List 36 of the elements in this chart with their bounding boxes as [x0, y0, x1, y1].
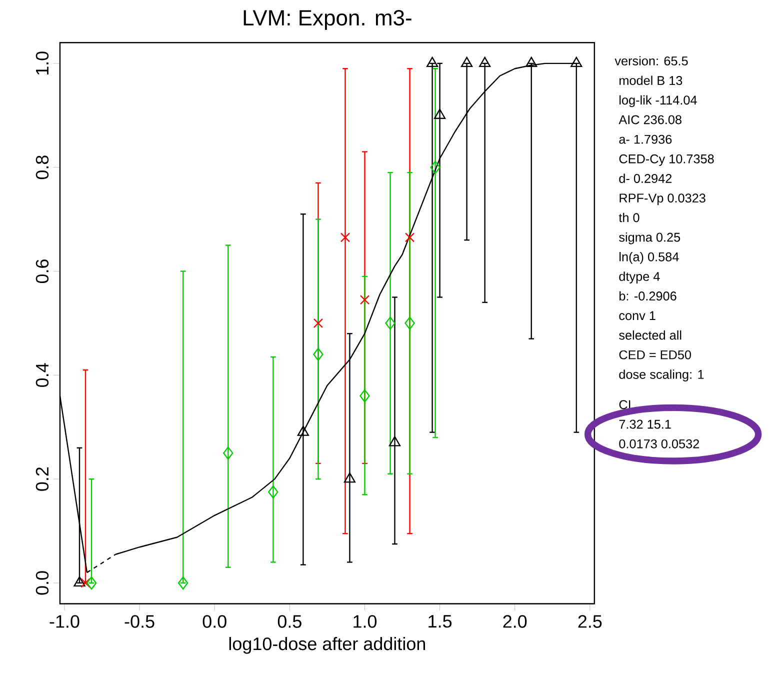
text: dose scaling: 1 [619, 370, 704, 382]
text: selected all [619, 330, 682, 340]
y-tick-label: 0.6 [36, 260, 49, 284]
text: dtype 4 [619, 272, 660, 284]
text: conv 1 [619, 311, 656, 320]
x-tick-label: 1.0 [354, 615, 377, 628]
text: RPF-Vp 0.0323 [620, 194, 706, 206]
text: th 0 [618, 212, 640, 222]
y-tick-label: 1.0 [36, 52, 49, 75]
text: version: 65.5 [614, 56, 688, 66]
text: CED = ED50 [619, 350, 691, 360]
x-tick-label: -1.0 [50, 615, 80, 628]
x-tick-label: 0.5 [278, 615, 302, 628]
x-tick-label: 0.0 [202, 615, 226, 628]
x-tick-label: 2.5 [578, 615, 602, 628]
y-tick-label: 0.8 [36, 156, 49, 180]
text: CI [619, 400, 630, 410]
text: 7.32 15.1 [619, 420, 671, 429]
text: b: -0.2906 [619, 291, 676, 301]
text: AIC 236.08 [618, 115, 682, 124]
chart-title: LVM: Expon. m3- [244, 10, 412, 30]
y-tick-label: 0.0 [36, 571, 49, 595]
text: 0.0173 0.0532 [619, 440, 699, 448]
text: model B 13 [620, 76, 682, 86]
text: CED-Cy 10.7358 [619, 154, 714, 166]
x-tick-label: -0.5 [124, 615, 154, 628]
x-axis-title: log10-dose after addition [229, 637, 426, 654]
x-tick-label: 1.5 [428, 615, 452, 628]
text: a- 1.7936 [619, 134, 672, 144]
y-tick-label: 0.2 [36, 468, 49, 491]
x-tick-label: 2.0 [503, 615, 527, 628]
y-tick-label: 0.4 [36, 363, 49, 388]
text: log-lik -114.04 [620, 95, 697, 108]
text: sigma 0.25 [619, 232, 680, 244]
text: d- 0.2942 [619, 174, 672, 184]
text: ln(a) 0.584 [620, 252, 679, 264]
